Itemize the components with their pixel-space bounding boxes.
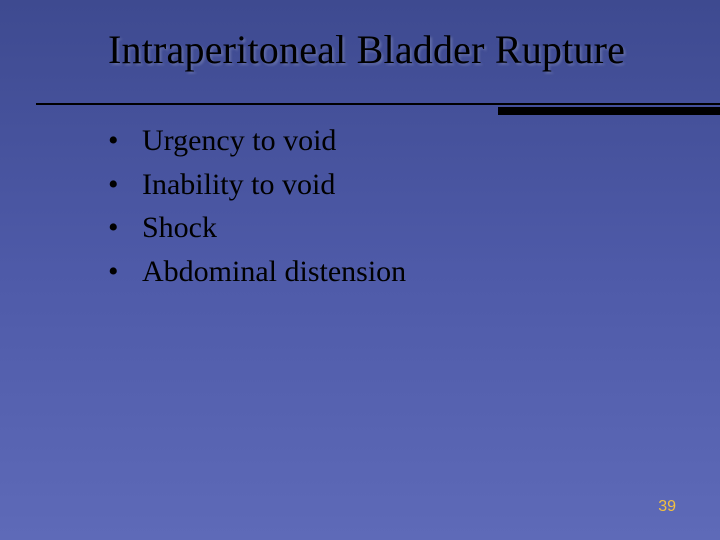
- bullet-text: Abdominal distension: [142, 253, 406, 291]
- bullet-text: Inability to void: [142, 166, 335, 204]
- list-item: • Abdominal distension: [108, 253, 672, 291]
- title-underline-thin: [36, 103, 720, 105]
- bullet-icon: •: [108, 209, 142, 247]
- title-underline-thick: [498, 107, 720, 115]
- slide-title: Intraperitoneal Bladder Rupture: [108, 28, 625, 78]
- bullet-text: Urgency to void: [142, 122, 336, 160]
- bullet-icon: •: [108, 253, 142, 291]
- page-number: 39: [658, 498, 676, 516]
- list-item: • Shock: [108, 209, 672, 247]
- slide-container: Intraperitoneal Bladder Rupture • Urgenc…: [0, 0, 720, 540]
- list-item: • Urgency to void: [108, 122, 672, 160]
- bullet-text: Shock: [142, 209, 217, 247]
- bullet-icon: •: [108, 122, 142, 160]
- list-item: • Inability to void: [108, 166, 672, 204]
- bullet-icon: •: [108, 166, 142, 204]
- title-wrap: Intraperitoneal Bladder Rupture: [108, 28, 672, 78]
- bullet-list: • Urgency to void • Inability to void • …: [108, 122, 672, 290]
